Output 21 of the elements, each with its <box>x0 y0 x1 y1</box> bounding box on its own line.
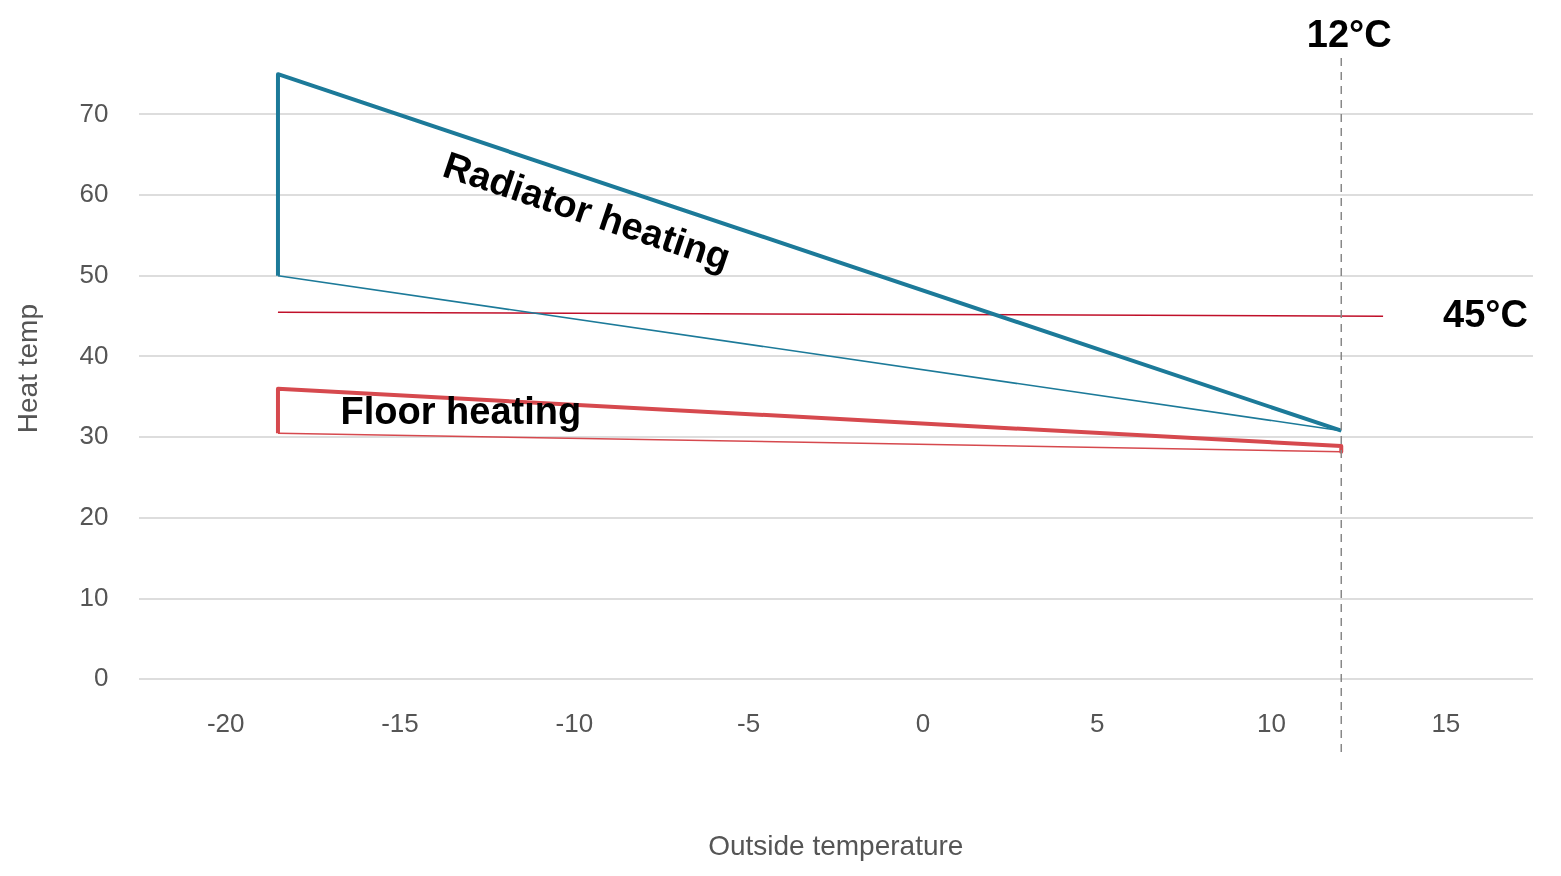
x-tick-label: -5 <box>737 707 761 738</box>
y-tick-label: 30 <box>79 420 109 451</box>
x-tick-label: 5 <box>1089 707 1105 738</box>
y-tick-label: 20 <box>79 501 109 532</box>
x-tick-label: 10 <box>1257 707 1286 738</box>
x-tick-label: -10 <box>555 707 594 738</box>
x-tick-label: -15 <box>381 707 419 738</box>
y-tick-label: 70 <box>79 97 109 128</box>
y-tick-label: 0 <box>94 662 109 693</box>
y-axis-title: Heat temp <box>11 304 43 434</box>
series-label: Floor heating <box>340 389 582 432</box>
y-tick-label: 40 <box>79 339 109 370</box>
x-tick-label: -20 <box>206 707 245 738</box>
x-tick-label: 0 <box>915 707 931 738</box>
y-tick-label: 60 <box>79 178 109 209</box>
y-tick-label: 10 <box>79 581 109 612</box>
y-tick-label: 50 <box>79 259 109 289</box>
ref-line-label: 12°C <box>1306 13 1392 56</box>
x-tick-label: 15 <box>1431 707 1461 738</box>
annotation: 45°C <box>1443 292 1528 335</box>
x-axis-title: Outside temperature <box>708 829 964 861</box>
